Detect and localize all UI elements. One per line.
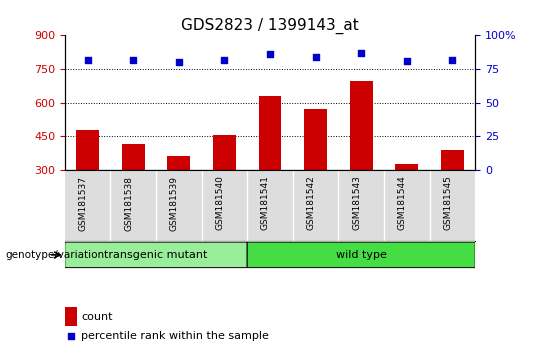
Text: count: count bbox=[81, 312, 113, 322]
Text: GSM181539: GSM181539 bbox=[170, 176, 179, 230]
Text: genotype/variation: genotype/variation bbox=[5, 250, 105, 260]
Bar bbox=[76, 130, 99, 170]
Text: GSM181545: GSM181545 bbox=[443, 176, 453, 230]
Text: wild type: wild type bbox=[336, 250, 387, 260]
Text: GSM181541: GSM181541 bbox=[261, 176, 270, 230]
Bar bbox=[213, 135, 236, 170]
FancyBboxPatch shape bbox=[65, 242, 247, 268]
Text: percentile rank within the sample: percentile rank within the sample bbox=[81, 331, 269, 341]
Point bbox=[266, 51, 274, 57]
Text: GSM181544: GSM181544 bbox=[398, 176, 407, 230]
Bar bbox=[122, 144, 145, 170]
Bar bbox=[441, 150, 464, 170]
Text: GSM181538: GSM181538 bbox=[124, 176, 133, 230]
Point bbox=[83, 57, 92, 62]
Point bbox=[322, 221, 330, 227]
Bar bbox=[350, 81, 373, 170]
FancyBboxPatch shape bbox=[247, 242, 475, 268]
Text: GDS2823 / 1399143_at: GDS2823 / 1399143_at bbox=[181, 18, 359, 34]
Point bbox=[448, 57, 457, 62]
Point bbox=[402, 58, 411, 64]
Point bbox=[357, 50, 366, 56]
Point bbox=[311, 54, 320, 60]
Bar bbox=[167, 156, 190, 170]
Bar bbox=[304, 109, 327, 170]
Bar bbox=[65, 307, 77, 326]
Text: GSM181542: GSM181542 bbox=[307, 176, 315, 230]
Text: GSM181537: GSM181537 bbox=[79, 176, 87, 230]
Bar bbox=[259, 96, 281, 170]
Text: transgenic mutant: transgenic mutant bbox=[104, 250, 208, 260]
Bar bbox=[395, 164, 418, 170]
Point bbox=[174, 59, 183, 65]
Text: GSM181540: GSM181540 bbox=[215, 176, 225, 230]
Point bbox=[129, 57, 138, 62]
Point bbox=[220, 57, 229, 62]
Text: GSM181543: GSM181543 bbox=[352, 176, 361, 230]
